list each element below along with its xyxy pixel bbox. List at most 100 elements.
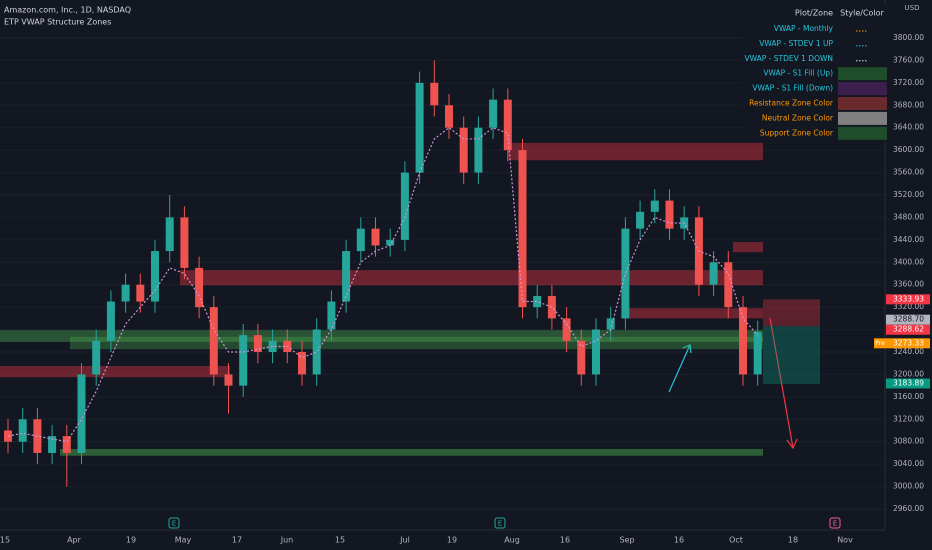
y-tick-label: 2960.00 — [893, 504, 924, 513]
y-axis-unit: USD — [905, 4, 920, 12]
candle-body — [342, 251, 351, 302]
y-tick-label: 3600.00 — [893, 145, 924, 154]
y-tick-label: 3320.00 — [893, 302, 924, 311]
candle-body — [356, 228, 365, 252]
candle-body — [636, 211, 645, 229]
candle-body — [724, 262, 733, 308]
candle-body — [709, 262, 718, 285]
legend-row-label: VWAP - STDEV 1 DOWN — [745, 54, 834, 63]
candle-body — [121, 284, 130, 302]
candle-body — [312, 329, 321, 375]
zone — [763, 299, 820, 327]
red-arrow — [769, 317, 798, 450]
candle-body — [371, 228, 380, 246]
legend-swatch — [838, 82, 887, 96]
y-tick-label: 3520.00 — [893, 190, 924, 199]
x-tick-label: Apr — [67, 536, 82, 545]
candle-body — [92, 340, 101, 375]
candle-body — [48, 436, 57, 453]
zone — [180, 270, 763, 286]
candle-body — [621, 228, 630, 319]
y-tick-label: 3400.00 — [893, 257, 924, 266]
candle-body — [239, 335, 248, 386]
candle-body — [151, 251, 159, 302]
price-label: 3288.70 — [893, 315, 924, 324]
y-tick-label: 3680.00 — [893, 100, 924, 109]
candle-body — [106, 301, 115, 341]
candle-body — [459, 127, 468, 173]
legend-header: Plot/Zone — [795, 9, 833, 18]
x-tick-label: 19 — [126, 536, 136, 545]
vwap-line — [7, 126, 759, 443]
y-tick-label: 3480.00 — [893, 212, 924, 221]
event-marker — [829, 517, 841, 529]
candle-body — [753, 331, 762, 375]
zone — [733, 242, 763, 253]
event-marker — [494, 517, 506, 529]
legend-row-label: VWAP - Monthly — [774, 24, 834, 33]
zone — [763, 326, 820, 384]
legend-swatch — [838, 67, 887, 81]
candle-body — [209, 307, 218, 375]
y-tick-label: 3800.00 — [893, 33, 924, 42]
candle-body — [577, 340, 586, 375]
candle-body — [18, 419, 27, 442]
candle-body — [445, 105, 453, 128]
teal-arrow — [668, 344, 692, 393]
y-tick-label: 3720.00 — [893, 78, 924, 87]
zone — [70, 336, 763, 350]
candle-body — [415, 82, 424, 173]
chart-title: Amazon.com, Inc., 1D, NASDAQ — [4, 6, 131, 15]
y-tick-label: 3240.00 — [893, 347, 924, 356]
y-tick-label: 3640.00 — [893, 123, 924, 132]
zone — [0, 330, 763, 342]
x-tick-label: 17 — [232, 536, 242, 545]
candle-body — [327, 301, 336, 330]
candle-body — [298, 352, 306, 375]
candle-body — [518, 150, 527, 308]
x-tick-label: 19 — [447, 536, 457, 545]
price-label-bg — [886, 294, 930, 305]
candle-body — [430, 82, 439, 106]
x-tick-label: 16 — [674, 536, 684, 545]
price-label-bg — [886, 314, 930, 325]
legend-swatch — [838, 111, 887, 125]
y-tick-label: 3200.00 — [893, 369, 924, 378]
premarket-tag: Pre — [875, 340, 885, 347]
legend-swatch — [838, 126, 887, 140]
price-label: 3183.89 — [893, 378, 924, 387]
candle-body — [592, 329, 600, 375]
event-marker-label: E — [498, 520, 502, 528]
y-tick-label: 3120.00 — [893, 414, 924, 423]
candle-body — [224, 374, 233, 386]
event-marker-label: E — [172, 520, 176, 528]
y-tick-label: 3000.00 — [893, 482, 924, 491]
indicator-title: ETP VWAP Structure Zones — [4, 18, 111, 27]
candle-body — [533, 295, 542, 308]
y-tick-label: 3080.00 — [893, 437, 924, 446]
price-label-bg — [886, 378, 930, 389]
y-tick-label: 3160.00 — [893, 392, 924, 401]
legend-header: Style/Color — [840, 9, 884, 18]
legend-row-label: VWAP - S1 Fill (Up) — [763, 69, 833, 78]
x-tick-label: Jun — [280, 536, 294, 545]
y-tick-label: 3560.00 — [893, 168, 924, 177]
legend-row-label: Resistance Zone Color — [749, 99, 834, 108]
x-tick-label: Aug — [504, 536, 520, 545]
candle-body — [136, 284, 145, 302]
candle-body — [606, 318, 615, 330]
x-tick-label: Nov — [837, 536, 853, 545]
x-tick-label: Jul — [399, 536, 410, 545]
y-tick-label: 3360.00 — [893, 280, 924, 289]
event-marker — [168, 517, 180, 529]
zone — [508, 142, 763, 161]
y-tick-label: 3760.00 — [893, 55, 924, 64]
candle-body — [489, 99, 498, 128]
candle-body — [180, 217, 189, 268]
event-marker-label: E — [833, 520, 837, 528]
legend-row-label: VWAP - STDEV 1 UP — [759, 39, 833, 48]
x-tick-label: May — [175, 536, 192, 545]
x-tick-label: Sep — [619, 536, 634, 545]
candle-body — [253, 335, 262, 352]
